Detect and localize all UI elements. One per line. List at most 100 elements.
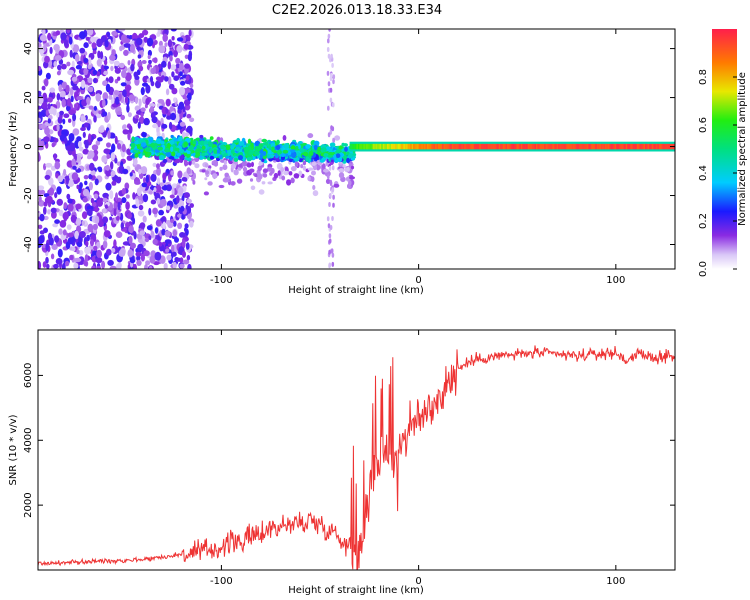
spectrogram-cell xyxy=(56,123,60,132)
spectrogram-cell xyxy=(118,93,122,101)
spectrogram-cell xyxy=(38,105,42,110)
colorbar-tick-label: 0.6 xyxy=(698,117,709,133)
spectrogram-cell xyxy=(327,132,331,138)
spectrogram-cell xyxy=(331,165,335,171)
spectrogram-cell xyxy=(184,54,189,59)
spectrogram-cell xyxy=(79,231,86,238)
spectrogram-line-cell xyxy=(433,143,436,150)
spectrogram-cell xyxy=(61,82,66,89)
spectrogram-cell xyxy=(172,229,178,237)
spectrogram-cell xyxy=(110,97,115,105)
spectrogram-cell xyxy=(56,198,63,206)
spectrogram-cell xyxy=(122,168,129,174)
spectrogram-cell xyxy=(150,199,157,205)
spectrogram-cell xyxy=(44,55,50,64)
spectrogram-cell xyxy=(56,186,62,195)
spectrogram-cell xyxy=(47,103,51,110)
spectrogram-line-cell xyxy=(385,143,388,150)
spectrogram-cell xyxy=(94,215,100,224)
spectrogram-cell xyxy=(149,76,154,83)
spectrogram-line-cell xyxy=(638,143,641,150)
spectrogram-cell xyxy=(87,208,93,217)
spectrogram-cell xyxy=(126,80,131,85)
spectrogram-cell xyxy=(148,136,154,143)
spectrogram-cell xyxy=(120,222,125,230)
spectrogram-line-cell xyxy=(589,143,592,150)
spectrogram-cell xyxy=(71,60,75,69)
spectrogram-line-cell xyxy=(536,143,538,150)
spectrogram-cell xyxy=(145,260,151,266)
spectrogram-cell xyxy=(137,54,142,59)
spectrogram-cell xyxy=(136,259,142,266)
spectrogram-cell xyxy=(156,131,161,138)
spectrogram-line-cell xyxy=(439,143,442,150)
spectrogram-cell xyxy=(42,261,47,268)
spectrogram-cell xyxy=(275,144,281,151)
spectrogram-cell xyxy=(110,170,116,177)
spectrogram-line-cell xyxy=(475,143,478,150)
spectrogram-cell xyxy=(331,187,335,193)
spectrogram-line-cell xyxy=(356,143,359,150)
spectrogram-cell xyxy=(104,39,109,48)
spectrogram-cell xyxy=(168,121,173,130)
spectrogram-line-cell xyxy=(646,143,649,150)
spectrogram-cell xyxy=(348,180,352,186)
spectrogram-line-cell xyxy=(549,143,552,150)
spectrogram-cell xyxy=(85,36,90,41)
spectrogram-cell xyxy=(89,162,95,171)
spectrogram-cell xyxy=(159,198,167,207)
spectrogram-cell xyxy=(81,220,86,226)
spectrogram-cell xyxy=(115,231,123,238)
spectrogram-cell xyxy=(142,82,149,87)
spectrogram-cell xyxy=(146,225,153,231)
spectrogram-cell xyxy=(144,237,150,243)
spectrogram-cell xyxy=(140,107,146,112)
spectrogram-cell xyxy=(121,197,127,204)
spectrogram-cell xyxy=(341,142,345,147)
spectrogram-line-cell xyxy=(349,143,352,150)
spectrogram-line-cell xyxy=(658,143,661,150)
spectrogram-cell xyxy=(147,54,151,60)
spectrogram-line-cell xyxy=(635,143,638,150)
spectrogram-cell xyxy=(199,140,206,146)
spectrogram-cell xyxy=(93,115,97,123)
spectrogram-cell xyxy=(238,163,242,168)
spectrogram-cell xyxy=(288,171,293,176)
spectrogram-cell xyxy=(183,141,188,148)
spectrogram-cell xyxy=(177,187,184,195)
spectrogram-cell xyxy=(108,76,114,84)
spectrogram-line-cell xyxy=(565,143,567,150)
spectrogram-cell xyxy=(233,139,239,143)
spectrogram-line-cell xyxy=(410,143,413,150)
spectrogram-cell xyxy=(141,60,147,64)
spectrogram-cell xyxy=(201,145,206,150)
spectrogram-cell xyxy=(157,99,165,104)
spectrogram-line-cell xyxy=(636,143,639,150)
spectrogram-cell xyxy=(128,235,133,245)
spectrogram-cell xyxy=(205,170,210,175)
spectrogram-cell xyxy=(195,148,202,153)
spectrogram-cell xyxy=(105,164,110,171)
spectrogram-line-cell xyxy=(409,143,411,150)
spectrogram-line-cell xyxy=(353,143,356,150)
spectrogram-cell xyxy=(170,146,174,153)
spectrogram-cell xyxy=(344,146,348,152)
spectrogram-cell xyxy=(113,208,117,217)
spectrogram-cell xyxy=(160,141,165,145)
spectrogram-cells xyxy=(38,29,675,269)
spectrogram-line-cell xyxy=(668,143,671,150)
spectrogram-cell xyxy=(70,95,74,103)
spectrogram-cell xyxy=(121,143,126,153)
spectrogram-cell xyxy=(254,140,261,147)
spectrogram-cell xyxy=(58,228,63,235)
spectrogram-cell xyxy=(183,192,190,199)
spectrogram-cell xyxy=(262,173,268,178)
spectrogram-line-cell xyxy=(555,143,558,150)
spectrogram-cell xyxy=(302,151,309,157)
spectrogram-line-cell xyxy=(616,143,618,150)
y-tick-label: 6000 xyxy=(23,363,34,388)
spectrogram-cell xyxy=(65,84,70,93)
spectrogram-cell xyxy=(214,153,221,157)
spectrogram-line-cell xyxy=(415,143,418,150)
